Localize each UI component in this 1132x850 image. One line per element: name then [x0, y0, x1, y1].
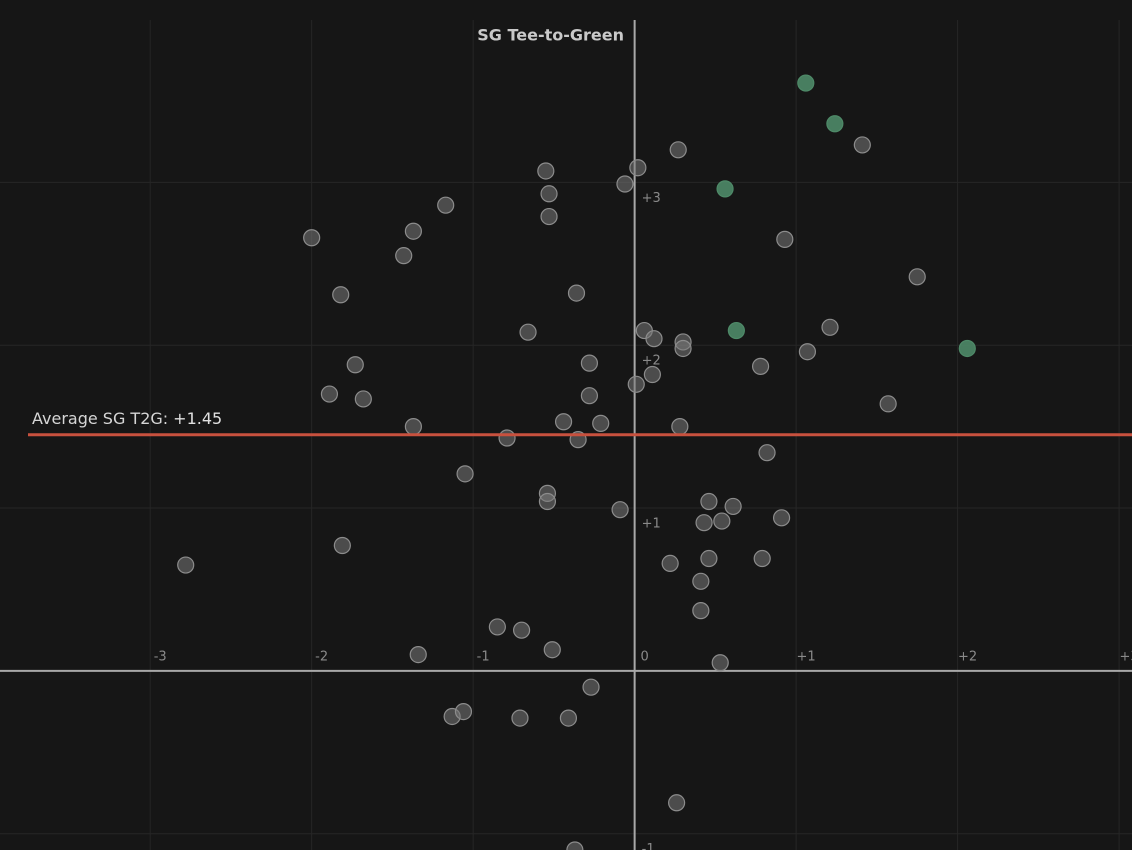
data-point — [580, 387, 599, 405]
data-point — [661, 554, 679, 573]
data-point — [488, 618, 506, 636]
average-text: Average SG T2G: — [32, 408, 168, 427]
data-point — [826, 115, 844, 133]
data-point — [498, 429, 516, 447]
data-point — [711, 654, 729, 672]
data-point — [404, 418, 422, 436]
data-point — [616, 175, 634, 193]
data-point — [629, 159, 647, 177]
data-point — [409, 645, 427, 664]
data-point — [333, 536, 351, 555]
data-point — [177, 556, 195, 574]
x-tick-label: -2 — [315, 649, 328, 664]
data-point — [332, 286, 350, 304]
chart-title: SG Tee-to-Green — [477, 26, 624, 45]
data-point — [700, 492, 718, 511]
data-point — [751, 357, 770, 375]
average-value: +1.45 — [173, 408, 222, 427]
data-point — [645, 330, 663, 348]
data-point — [592, 414, 610, 432]
x-tick-label: +1 — [797, 649, 816, 664]
data-point — [724, 497, 742, 516]
data-point — [700, 549, 718, 568]
data-point — [879, 395, 897, 413]
data-point — [716, 180, 734, 198]
data-point — [511, 709, 529, 727]
data-point — [540, 185, 558, 203]
data-point — [580, 354, 599, 372]
x-tick-label: +2 — [958, 649, 977, 664]
data-point — [758, 444, 776, 462]
data-point — [566, 841, 584, 850]
data-point — [303, 229, 321, 247]
points — [177, 74, 976, 850]
data-point — [776, 230, 794, 248]
data-point — [543, 641, 561, 659]
x-tick-label: 0 — [640, 649, 648, 664]
y-tick-label: +3 — [642, 191, 661, 206]
data-point — [797, 74, 815, 92]
data-point — [692, 602, 710, 620]
y-tick-label: -1 — [642, 842, 655, 850]
data-point — [958, 339, 976, 358]
data-point — [611, 501, 629, 519]
data-point — [671, 418, 689, 436]
data-point — [537, 162, 555, 180]
data-point — [692, 572, 710, 590]
data-point — [772, 509, 791, 527]
data-point — [727, 321, 745, 340]
data-point — [354, 390, 372, 408]
data-point — [908, 268, 926, 286]
data-point — [798, 343, 817, 361]
data-point — [320, 385, 339, 403]
x-tick-label: -1 — [477, 649, 490, 664]
data-point — [582, 678, 600, 696]
data-point — [454, 702, 473, 721]
data-point — [674, 339, 692, 358]
y-tick-label: +2 — [642, 354, 661, 369]
data-point — [753, 549, 771, 568]
data-point — [627, 375, 645, 393]
y-tick-label: +1 — [642, 517, 661, 532]
data-point — [512, 621, 531, 639]
data-point — [643, 365, 661, 384]
data-point — [404, 222, 422, 240]
data-point — [554, 413, 573, 431]
overlay: -3 -2 -1 0 +1 +2 +3 -1 +1 +2 +3 Average SG T2G: +1.4… — [28, 191, 1132, 850]
data-point — [713, 512, 731, 530]
x-tick-label: +3 — [1119, 649, 1132, 664]
data-point — [519, 323, 537, 341]
x-tick-label: -3 — [154, 649, 167, 664]
data-point — [538, 492, 557, 511]
data-point — [559, 709, 578, 727]
data-point — [346, 356, 364, 374]
data-point — [668, 794, 686, 812]
data-point — [567, 284, 586, 302]
data-point — [853, 136, 871, 154]
data-point — [456, 465, 474, 483]
data-point — [821, 318, 839, 336]
data-point — [437, 196, 455, 214]
average-label: Average SG T2G: +1.45 — [32, 408, 222, 427]
data-point — [395, 247, 413, 265]
data-point — [669, 141, 687, 159]
data-point — [540, 207, 558, 226]
data-point — [695, 514, 713, 532]
